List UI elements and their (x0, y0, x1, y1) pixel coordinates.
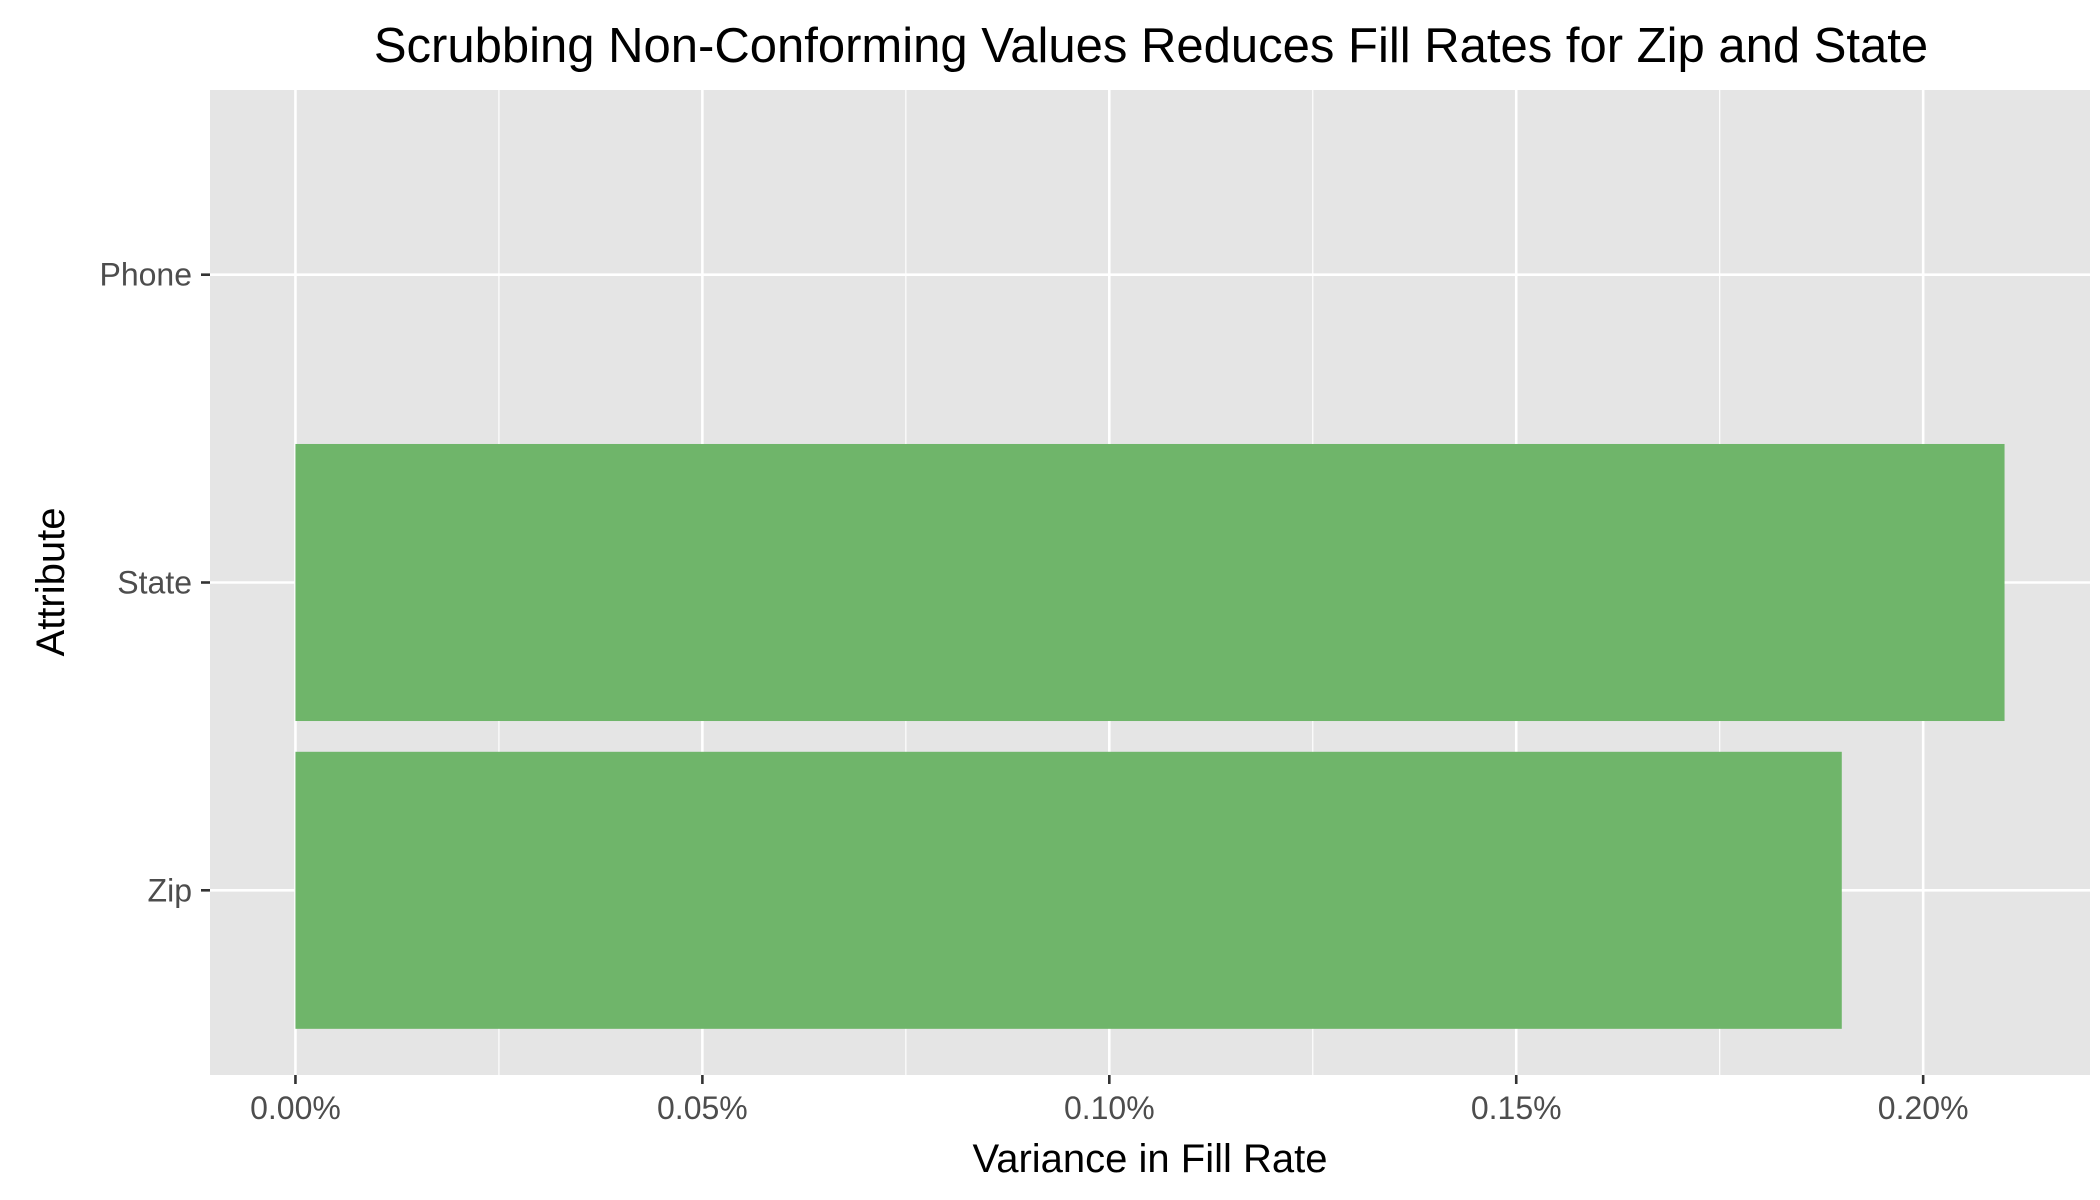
y-axis: Zip State Phone (99, 257, 210, 908)
bar-zip (295, 751, 1842, 1029)
x-tick-label: 0.00% (250, 1090, 341, 1126)
y-tick-label: Zip (148, 872, 192, 908)
x-axis: 0.00% 0.05% 0.10% 0.15% 0.20% (250, 1075, 1969, 1126)
x-tick-label: 0.15% (1471, 1090, 1562, 1126)
x-axis-title: Variance in Fill Rate (973, 1137, 1328, 1181)
x-tick-label: 0.05% (657, 1090, 748, 1126)
x-tick-label: 0.10% (1064, 1090, 1155, 1126)
bars (295, 443, 2005, 1029)
y-axis-title: Attribute (29, 508, 73, 657)
bar-state (295, 443, 2005, 722)
x-tick-label: 0.20% (1878, 1090, 1969, 1126)
chart-title: Scrubbing Non-Conforming Values Reduces … (374, 19, 1928, 73)
y-tick-label: Phone (99, 257, 192, 293)
y-tick-label: State (117, 565, 192, 601)
